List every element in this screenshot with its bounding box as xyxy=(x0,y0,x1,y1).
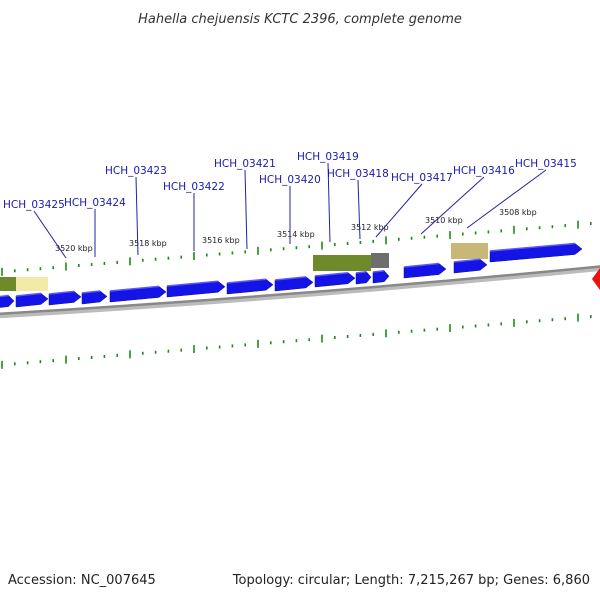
gene-leader-line xyxy=(357,179,361,240)
scale-label: 3510 kbp xyxy=(425,216,463,225)
feature-box[interactable] xyxy=(0,277,16,291)
accession-label: Accession: xyxy=(8,573,77,588)
gene-arrow-highlight xyxy=(166,280,219,287)
gene-arrow-highlight xyxy=(274,276,307,281)
gene-label[interactable]: HCH_03423 xyxy=(105,165,167,177)
accession-info: Accession: NC_007645 xyxy=(8,573,156,588)
length-label: Length: xyxy=(354,573,404,588)
scale-label: 3520 kbp xyxy=(55,244,93,253)
gene-label[interactable]: HCH_03417 xyxy=(391,172,453,184)
length-value: 7,215,267 bp xyxy=(407,573,495,588)
gene-label[interactable]: HCH_03424 xyxy=(64,197,126,209)
gene-arrow-highlight xyxy=(0,294,9,298)
topology-value: circular xyxy=(297,573,346,588)
gene-label[interactable]: HCH_03418 xyxy=(327,168,389,180)
genome-stats: Topology: circular; Length: 7,215,267 bp… xyxy=(232,573,590,588)
gene-arrow-highlight xyxy=(226,278,267,284)
gene-arrow-highlight xyxy=(403,262,440,268)
genes-value: 6,860 xyxy=(552,573,590,588)
gene-leader-line xyxy=(135,176,139,256)
gene-label[interactable]: HCH_03420 xyxy=(259,174,321,186)
gene-leader-line xyxy=(420,176,485,235)
gene-leader-line xyxy=(466,169,547,229)
gene-arrow-highlight xyxy=(81,290,101,294)
feature-box[interactable] xyxy=(451,243,488,259)
genome-track: 3520 kbp 3518 kbp 3516 kbp 3514 kbp 3512 kbp… xyxy=(0,151,600,369)
gene-leader-line xyxy=(33,210,67,259)
gene-arrow-highlight xyxy=(314,271,349,277)
gene-arrow-highlight xyxy=(453,258,481,263)
gene-label[interactable]: HCH_03416 xyxy=(453,165,515,177)
gene-label[interactable]: HCH_03421 xyxy=(214,158,276,170)
feature-box[interactable] xyxy=(371,253,389,268)
gene-arrow-highlight xyxy=(489,242,576,252)
gene-arrow-highlight xyxy=(109,285,160,292)
genome-backbone xyxy=(0,265,600,315)
gene-leader-line xyxy=(327,162,331,243)
gene-leader-line xyxy=(375,183,423,238)
gene-label[interactable]: HCH_03415 xyxy=(515,158,577,170)
gene-arrow[interactable] xyxy=(0,295,15,308)
scale-label: 3512 kbp xyxy=(351,223,389,232)
gene-arrow-highlight xyxy=(48,290,75,295)
gene-label[interactable]: HCH_03419 xyxy=(297,151,359,163)
scale-label: 3518 kbp xyxy=(129,239,167,248)
genome-title: Hahella chejuensis KCTC 2396, complete g… xyxy=(138,12,462,27)
accession-value: NC_007645 xyxy=(80,573,156,588)
gene-arrow[interactable] xyxy=(372,270,390,284)
feature-box[interactable] xyxy=(313,255,371,271)
gene-arrow-highlight xyxy=(355,271,367,274)
gene-label[interactable]: HCH_03422 xyxy=(163,181,225,193)
genome-backbone-shadow xyxy=(0,265,600,319)
genes-label: Genes: xyxy=(503,573,549,588)
gene-label[interactable]: HCH_03425 xyxy=(3,199,65,211)
gene-arrow[interactable] xyxy=(355,271,372,285)
gene-arrow-highlight xyxy=(15,292,42,297)
scale-label: 3508 kbp xyxy=(499,208,537,217)
scale-label: 3516 kbp xyxy=(202,236,240,245)
scale-label: 3514 kbp xyxy=(277,230,315,239)
gene-arrow-highlight xyxy=(372,269,385,273)
gene-leader-line xyxy=(244,169,248,250)
origin-marker[interactable] xyxy=(592,268,600,290)
topology-label: Topology: xyxy=(232,573,294,588)
